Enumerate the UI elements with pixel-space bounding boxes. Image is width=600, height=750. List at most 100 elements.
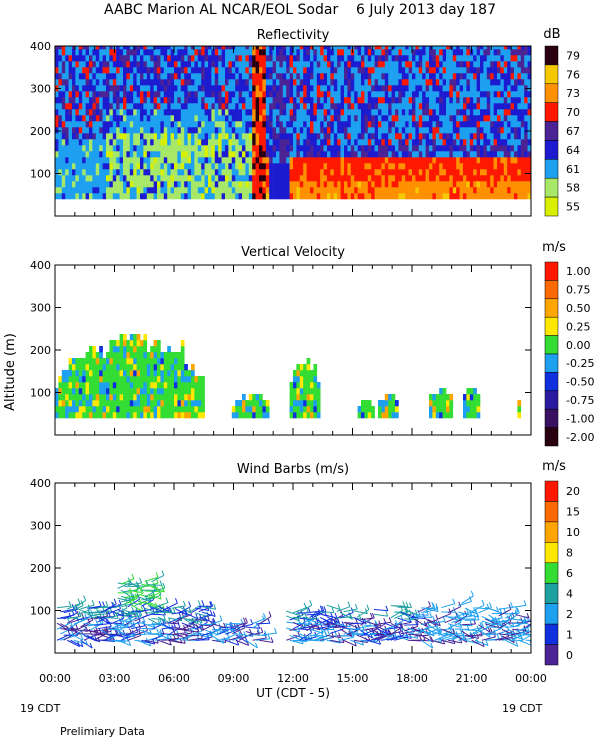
reflectivity-cell [473, 169, 477, 176]
reflectivity-cell [527, 145, 531, 152]
velocity-cell [112, 376, 117, 383]
reflectivity-cell [123, 169, 127, 176]
wind-barbs-plot [56, 570, 531, 649]
reflectivity-cell [75, 85, 80, 92]
reflectivity-cell [58, 175, 63, 182]
reflectivity-cell [486, 73, 491, 80]
reflectivity-cell [446, 73, 450, 80]
velocity-cell [184, 412, 188, 419]
reflectivity-cell [398, 103, 403, 110]
reflectivity-cell [449, 67, 454, 74]
reflectivity-cell [456, 61, 460, 68]
reflectivity-cell [146, 109, 151, 116]
reflectivity-cell [293, 103, 297, 110]
reflectivity-cell [378, 193, 382, 200]
reflectivity-cell [68, 157, 73, 164]
reflectivity-cell [272, 103, 277, 110]
reflectivity-cell [293, 46, 297, 50]
reflectivity-cell [129, 97, 134, 104]
reflectivity-cell [299, 115, 304, 122]
reflectivity-cell [483, 115, 488, 122]
velocity-cell [439, 412, 443, 419]
reflectivity-cell [418, 91, 423, 98]
reflectivity-cell [78, 85, 83, 92]
reflectivity-cell [184, 103, 188, 110]
reflectivity-cell [225, 103, 229, 110]
reflectivity-cell [95, 121, 100, 128]
reflectivity-cell [384, 121, 389, 128]
reflectivity-cell [398, 163, 403, 170]
velocity-cell [184, 388, 188, 395]
reflectivity-cell [510, 73, 515, 80]
reflectivity-cell [507, 109, 511, 116]
reflectivity-cell [503, 61, 508, 68]
reflectivity-cell [520, 115, 525, 122]
reflectivity-cell [255, 163, 260, 170]
reflectivity-cell [435, 145, 440, 152]
velocity-cell [517, 406, 522, 413]
reflectivity-cell [507, 91, 511, 98]
reflectivity-cell [418, 151, 423, 158]
reflectivity-cell [503, 79, 508, 86]
reflectivity-cell [459, 145, 464, 152]
reflectivity-cell [102, 67, 107, 74]
reflectivity-cell [136, 55, 141, 62]
reflectivity-cell [473, 157, 477, 164]
reflectivity-cell [174, 181, 178, 188]
wind-barb-shaft [70, 639, 84, 648]
reflectivity-cell [429, 187, 433, 194]
velocity-cell [160, 352, 165, 359]
reflectivity-cell [235, 97, 239, 104]
reflectivity-cell [418, 181, 423, 188]
reflectivity-cell [299, 49, 304, 56]
reflectivity-cell [112, 133, 117, 140]
reflectivity-cell [150, 157, 154, 164]
velocity-cell [157, 400, 161, 407]
wind-barb-shaft [141, 639, 155, 645]
reflectivity-cell [337, 49, 341, 56]
colorbar-label: 70 [566, 106, 580, 119]
velocity-cell [174, 412, 178, 419]
reflectivity-cell [245, 175, 250, 182]
reflectivity-cell [102, 133, 107, 140]
wind-barb-shaft [117, 639, 131, 646]
reflectivity-cell [133, 55, 137, 62]
reflectivity-cell [255, 187, 260, 194]
reflectivity-cell [429, 115, 433, 122]
wind-barb-shaft [164, 622, 179, 625]
reflectivity-cell [299, 133, 304, 140]
velocity-cell [143, 364, 148, 371]
reflectivity-cell [463, 85, 467, 92]
velocity-cell [140, 388, 144, 395]
reflectivity-cell [272, 175, 277, 182]
reflectivity-cell [510, 49, 515, 56]
reflectivity-cell [116, 127, 120, 134]
wind-barb-shaft [77, 608, 91, 615]
velocity-cell [102, 400, 107, 407]
velocity-cell [123, 340, 127, 347]
reflectivity-cell [391, 46, 396, 50]
reflectivity-cell [507, 49, 511, 56]
velocity-cell [167, 352, 171, 359]
reflectivity-cell [214, 61, 219, 68]
reflectivity-cell [395, 115, 399, 122]
reflectivity-cell [333, 49, 338, 56]
velocity-cell [119, 352, 124, 359]
reflectivity-cell [483, 145, 488, 152]
reflectivity-cell [439, 115, 443, 122]
velocity-cell [293, 406, 297, 413]
reflectivity-cell [507, 121, 511, 128]
reflectivity-cell [405, 157, 409, 164]
reflectivity-cell [228, 145, 233, 152]
reflectivity-cell [133, 79, 137, 86]
reflectivity-cell [184, 55, 188, 62]
reflectivity-cell [469, 79, 474, 86]
velocity-cell [95, 352, 100, 359]
reflectivity-cell [265, 109, 270, 116]
velocity-cell [61, 388, 66, 395]
reflectivity-cell [282, 139, 287, 146]
wind-barb-shaft [114, 625, 129, 629]
reflectivity-cell [286, 97, 290, 104]
reflectivity-cell [242, 67, 246, 74]
reflectivity-cell [296, 157, 301, 164]
